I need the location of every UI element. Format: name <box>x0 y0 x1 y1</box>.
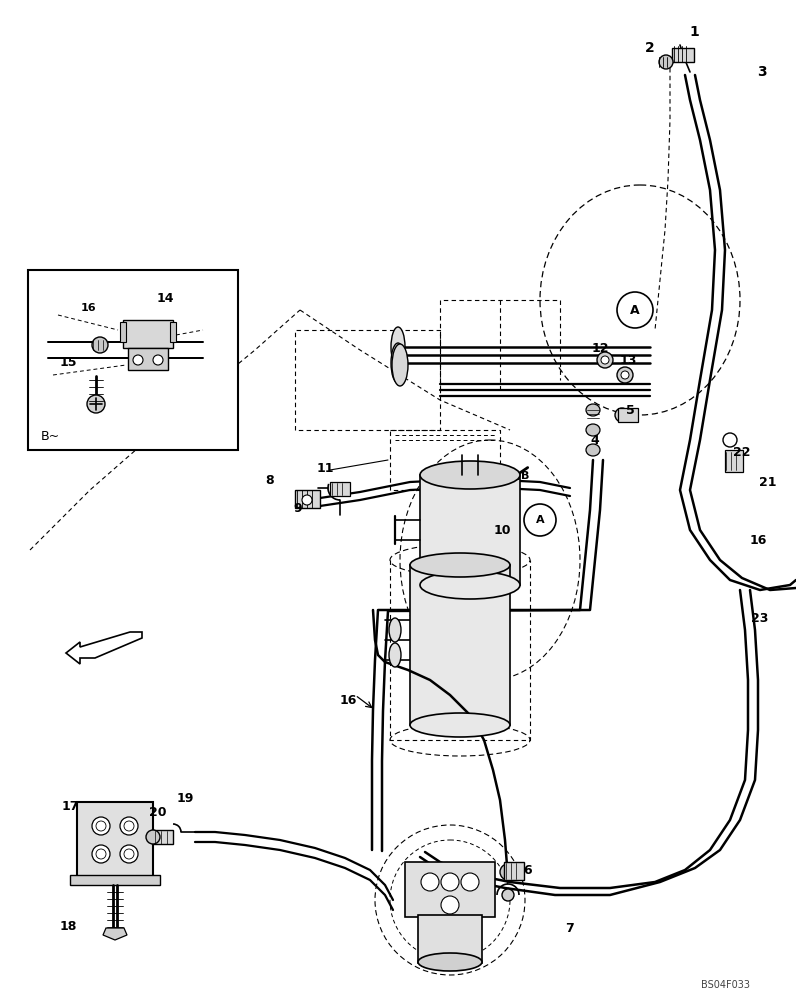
Text: 1: 1 <box>689 25 699 39</box>
Circle shape <box>92 845 110 863</box>
Text: 3: 3 <box>757 65 767 79</box>
Circle shape <box>615 408 629 422</box>
Circle shape <box>659 55 673 69</box>
Circle shape <box>146 830 160 844</box>
Circle shape <box>96 849 106 859</box>
Bar <box>70 875 160 885</box>
Circle shape <box>124 821 134 831</box>
Circle shape <box>92 337 108 353</box>
Bar <box>330 482 350 496</box>
Ellipse shape <box>420 461 520 489</box>
Ellipse shape <box>389 643 401 667</box>
Text: 21: 21 <box>759 476 777 488</box>
Text: A: A <box>536 515 544 525</box>
Circle shape <box>92 817 110 835</box>
Circle shape <box>124 849 134 859</box>
Text: 6: 6 <box>524 863 533 876</box>
Ellipse shape <box>586 424 600 436</box>
Polygon shape <box>170 322 176 342</box>
Circle shape <box>153 355 163 365</box>
Circle shape <box>120 817 138 835</box>
Bar <box>295 490 320 508</box>
Circle shape <box>601 356 609 364</box>
Text: 10: 10 <box>494 524 511 536</box>
Circle shape <box>421 873 439 891</box>
Text: 4: 4 <box>591 434 599 446</box>
Text: 5: 5 <box>626 403 634 416</box>
Circle shape <box>617 292 653 328</box>
Text: 16: 16 <box>749 534 767 546</box>
Circle shape <box>441 896 459 914</box>
Text: 11: 11 <box>316 462 334 475</box>
Bar <box>410 565 510 725</box>
Text: BS04F033: BS04F033 <box>701 980 751 990</box>
Bar <box>420 475 520 585</box>
Polygon shape <box>66 632 142 664</box>
Ellipse shape <box>410 553 510 577</box>
Text: A: A <box>630 304 640 316</box>
Bar <box>28 270 238 450</box>
Text: 16: 16 <box>339 694 357 706</box>
Circle shape <box>617 367 633 383</box>
Circle shape <box>524 504 556 536</box>
Bar <box>725 450 743 472</box>
Text: 22: 22 <box>733 446 751 458</box>
Text: 12: 12 <box>591 342 609 355</box>
Bar <box>77 802 153 878</box>
Circle shape <box>502 889 514 901</box>
Circle shape <box>441 873 459 891</box>
Circle shape <box>302 495 312 505</box>
Polygon shape <box>103 928 127 940</box>
Text: 20: 20 <box>150 806 166 818</box>
Ellipse shape <box>391 327 405 367</box>
Bar <box>153 830 173 844</box>
Bar <box>123 320 173 348</box>
Bar <box>504 862 524 880</box>
Text: 9: 9 <box>294 502 302 514</box>
Text: 17: 17 <box>61 800 79 812</box>
Ellipse shape <box>420 571 520 599</box>
Text: 19: 19 <box>176 792 193 804</box>
Ellipse shape <box>392 344 408 386</box>
Ellipse shape <box>586 404 600 416</box>
Text: 16: 16 <box>80 303 96 313</box>
Polygon shape <box>120 322 126 342</box>
Text: B~: B~ <box>41 430 60 442</box>
Circle shape <box>461 873 479 891</box>
Bar <box>618 408 638 422</box>
Ellipse shape <box>586 444 600 456</box>
Bar <box>672 48 694 62</box>
Circle shape <box>96 821 106 831</box>
Circle shape <box>621 371 629 379</box>
Text: 14: 14 <box>156 292 174 304</box>
Text: 2: 2 <box>645 41 655 55</box>
Circle shape <box>87 395 105 413</box>
Ellipse shape <box>389 618 401 642</box>
Ellipse shape <box>410 713 510 737</box>
Circle shape <box>133 355 143 365</box>
Circle shape <box>723 433 737 447</box>
Text: B: B <box>521 471 529 481</box>
Text: 23: 23 <box>751 611 769 624</box>
Bar <box>418 915 482 963</box>
Ellipse shape <box>391 343 405 383</box>
Ellipse shape <box>418 953 482 971</box>
Circle shape <box>597 352 613 368</box>
Bar <box>405 862 495 917</box>
Circle shape <box>500 864 516 880</box>
Bar <box>128 348 168 370</box>
Text: 8: 8 <box>266 474 275 487</box>
Circle shape <box>120 845 138 863</box>
Text: 15: 15 <box>59 356 76 368</box>
Text: 18: 18 <box>60 920 76 932</box>
Text: 13: 13 <box>619 354 637 366</box>
Text: 7: 7 <box>566 922 575 934</box>
